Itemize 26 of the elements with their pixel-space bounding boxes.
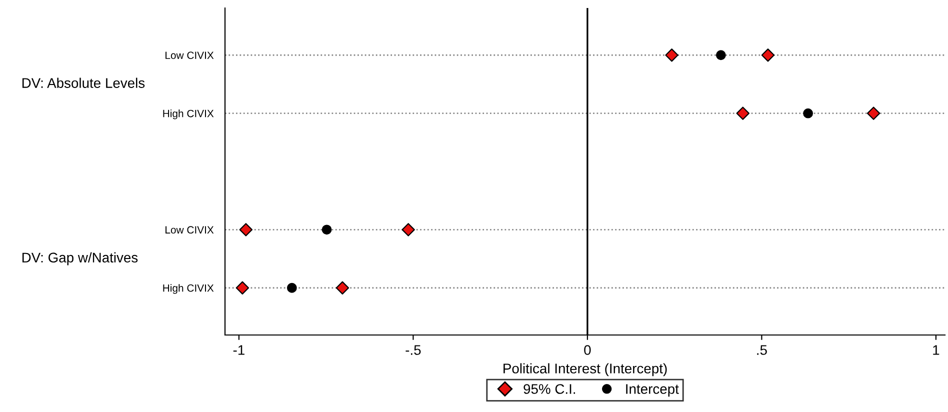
y-tick-label: Low CIVIX	[166, 52, 214, 60]
point	[665, 48, 678, 62]
point	[761, 48, 775, 62]
point	[866, 106, 880, 120]
point	[402, 223, 415, 236]
point	[236, 281, 250, 294]
point	[239, 223, 253, 236]
x-tick-label: -.5	[406, 345, 421, 355]
x-axis-title: Political Interest (Intercept)	[504, 363, 667, 376]
x-tick-label: .5	[757, 345, 767, 355]
text: DV: Absolute Levels	[22, 78, 145, 88]
point	[716, 50, 726, 60]
legend-label: Intercept	[626, 384, 679, 397]
y-tick-label: Low CIVIX	[166, 226, 214, 234]
point	[803, 108, 813, 118]
point	[286, 282, 297, 293]
point	[736, 106, 750, 120]
point	[322, 224, 332, 235]
x-tick-label: -1	[233, 345, 244, 355]
x-tick-label: 1	[933, 345, 940, 355]
y-tick-label: High CIVIX	[163, 110, 214, 120]
y-tick-label: High CIVIX	[163, 284, 214, 294]
text: DV: Gap w/Natives	[22, 252, 138, 266]
point	[336, 281, 350, 294]
legend-label: 95% C.I.	[524, 384, 576, 394]
x-tick-label: 0	[584, 345, 591, 355]
